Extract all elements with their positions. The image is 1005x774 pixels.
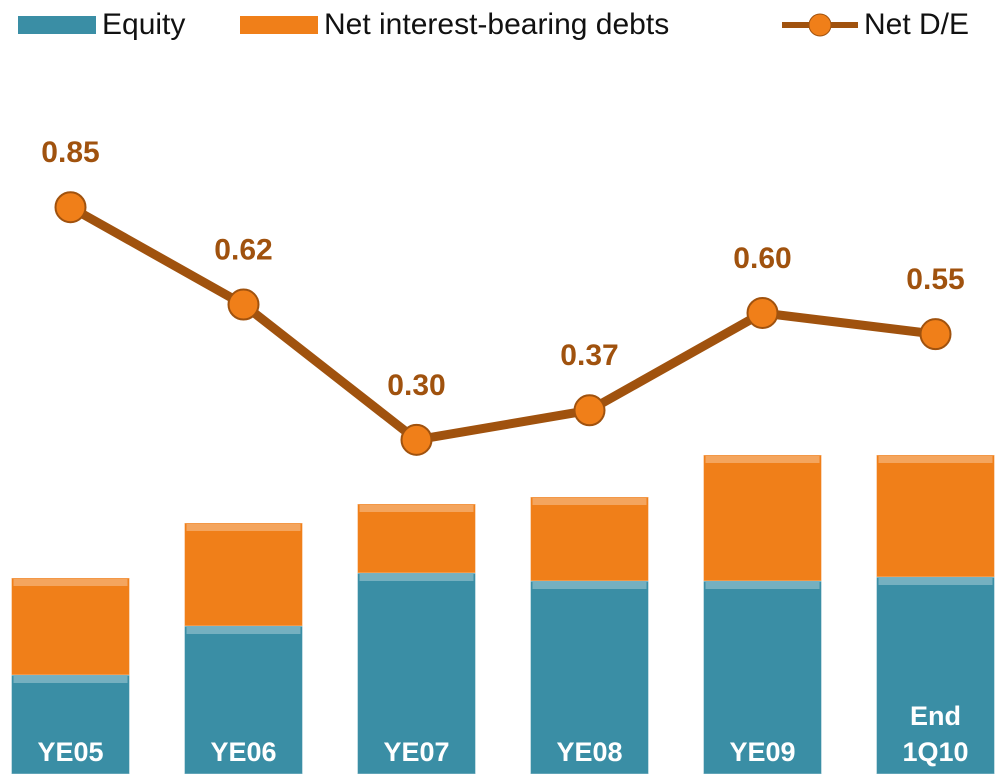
- x-tick-label: YE07: [383, 737, 450, 767]
- line-marker: [400, 423, 433, 456]
- bar: [530, 496, 649, 582]
- legend-label: Net D/E: [864, 8, 970, 41]
- bar: [11, 577, 130, 676]
- legend-swatch: [782, 13, 858, 37]
- bar: [530, 580, 649, 774]
- bar-highlight: [359, 505, 474, 512]
- bar-highlight: [878, 578, 993, 585]
- legend-label: Net interest-bearing debts: [324, 8, 670, 41]
- legend-item: Net interest-bearing debts: [240, 8, 669, 42]
- x-tick-label: YE08: [556, 737, 623, 767]
- bar-highlight: [13, 579, 128, 586]
- bar-highlight: [705, 456, 820, 463]
- line-marker: [919, 318, 952, 351]
- bar: [357, 572, 476, 774]
- bar: [11, 674, 130, 774]
- legend-swatch: [240, 16, 318, 34]
- data-label: 0.62: [214, 233, 272, 266]
- bar: [876, 454, 995, 578]
- x-tick-label: YE06: [210, 737, 277, 767]
- bar: [703, 454, 822, 582]
- x-tick-label: End 1Q10: [902, 701, 969, 767]
- legend-swatch: [18, 16, 96, 34]
- bar-highlight: [532, 582, 647, 589]
- x-tick-label: YE05: [37, 737, 104, 767]
- bar: [184, 625, 303, 774]
- bar-highlight: [532, 498, 647, 505]
- line-marker: [227, 288, 260, 321]
- bar: [357, 503, 476, 574]
- legend-item: Equity: [18, 8, 185, 42]
- data-label: 0.30: [387, 369, 445, 402]
- bar-highlight: [13, 676, 128, 683]
- line: [68, 203, 937, 445]
- bar: [876, 576, 995, 774]
- bar-highlight: [878, 456, 993, 463]
- legend-label: Equity: [102, 8, 186, 41]
- bar-highlight: [705, 582, 820, 589]
- data-label: 0.85: [41, 136, 99, 169]
- data-label: 0.37: [560, 339, 618, 372]
- bar: [184, 522, 303, 627]
- data-label: 0.55: [906, 263, 964, 296]
- bar-highlight: [186, 627, 301, 634]
- bar-highlight: [359, 574, 474, 581]
- legend-item: Net D/E: [780, 8, 969, 42]
- line-marker: [573, 394, 606, 427]
- bar-highlight: [186, 524, 301, 531]
- x-tick-label: YE09: [729, 737, 796, 767]
- data-label: 0.60: [733, 242, 791, 275]
- line-marker: [54, 191, 87, 224]
- bar: [703, 580, 822, 774]
- line-marker: [746, 296, 779, 329]
